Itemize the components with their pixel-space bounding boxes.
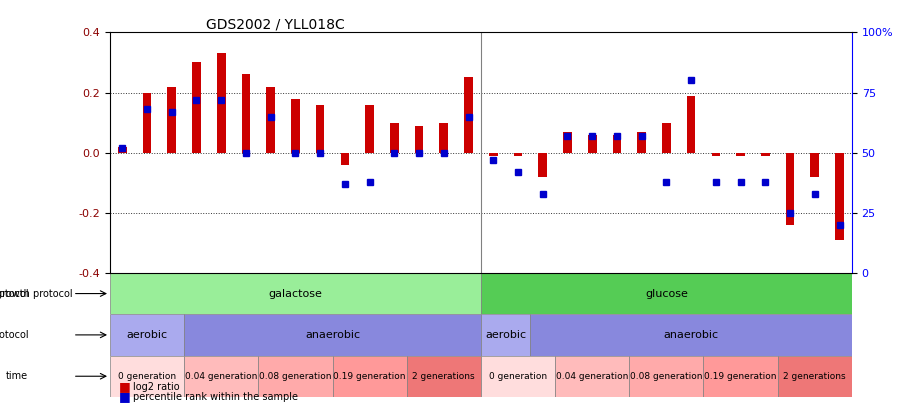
Text: ■: ■	[119, 380, 131, 393]
Bar	[712, 153, 720, 156]
Bar	[110, 356, 184, 397]
Bar	[168, 87, 176, 153]
Bar	[192, 62, 201, 153]
Text: 2 generations: 2 generations	[783, 372, 846, 381]
Bar	[341, 153, 349, 165]
Bar	[530, 314, 852, 356]
Text: growth protocol: growth protocol	[0, 288, 73, 298]
Bar	[786, 153, 794, 225]
Bar	[258, 356, 333, 397]
Bar	[110, 273, 481, 314]
Bar	[638, 132, 646, 153]
Text: time: time	[6, 371, 28, 381]
Bar	[110, 314, 184, 356]
Bar	[687, 96, 695, 153]
Text: anaerobic: anaerobic	[663, 330, 719, 340]
Text: GDS2002 / YLL018C: GDS2002 / YLL018C	[206, 17, 345, 31]
Bar	[143, 92, 151, 153]
Bar	[184, 314, 481, 356]
Bar	[489, 153, 497, 156]
Bar	[481, 314, 530, 356]
Text: 0.19 generation: 0.19 generation	[333, 372, 406, 381]
Bar	[184, 356, 258, 397]
Text: protocol: protocol	[0, 330, 28, 340]
Bar	[563, 132, 572, 153]
Bar	[588, 134, 596, 153]
Bar	[514, 153, 522, 156]
Text: anaerobic: anaerobic	[305, 330, 360, 340]
Text: percentile rank within the sample: percentile rank within the sample	[133, 392, 298, 402]
Bar	[481, 273, 852, 314]
Bar	[629, 356, 703, 397]
Bar	[555, 356, 629, 397]
Text: aerobic: aerobic	[126, 330, 168, 340]
Bar	[703, 356, 778, 397]
Bar	[118, 147, 126, 153]
Text: 0 generation: 0 generation	[489, 372, 547, 381]
Text: 0.19 generation: 0.19 generation	[704, 372, 777, 381]
Bar	[267, 87, 275, 153]
Bar	[613, 134, 621, 153]
Text: log2 ratio: log2 ratio	[133, 382, 180, 392]
Bar	[464, 77, 473, 153]
Text: 0.08 generation: 0.08 generation	[259, 372, 332, 381]
Bar	[539, 153, 547, 177]
Bar	[291, 98, 300, 153]
Bar	[390, 123, 398, 153]
Text: 0.04 generation: 0.04 generation	[185, 372, 257, 381]
Bar	[662, 123, 671, 153]
Text: growth protocol: growth protocol	[0, 288, 28, 298]
Text: aerobic: aerobic	[485, 330, 526, 340]
Text: 2 generations: 2 generations	[412, 372, 475, 381]
Text: 0.04 generation: 0.04 generation	[556, 372, 628, 381]
Bar	[316, 104, 324, 153]
Text: galactose: galactose	[268, 288, 322, 298]
Bar	[778, 356, 852, 397]
Text: 0 generation: 0 generation	[118, 372, 176, 381]
Bar	[415, 126, 423, 153]
Bar	[761, 153, 769, 156]
Text: ■: ■	[119, 390, 131, 403]
Text: 0.08 generation: 0.08 generation	[630, 372, 703, 381]
Bar	[736, 153, 745, 156]
Bar	[835, 153, 844, 240]
Text: glucose: glucose	[645, 288, 688, 298]
Bar	[365, 104, 374, 153]
Bar	[242, 75, 250, 153]
Bar	[407, 356, 481, 397]
Bar	[333, 356, 407, 397]
Bar	[811, 153, 819, 177]
Bar	[481, 356, 555, 397]
Bar	[217, 53, 225, 153]
Bar	[440, 123, 448, 153]
